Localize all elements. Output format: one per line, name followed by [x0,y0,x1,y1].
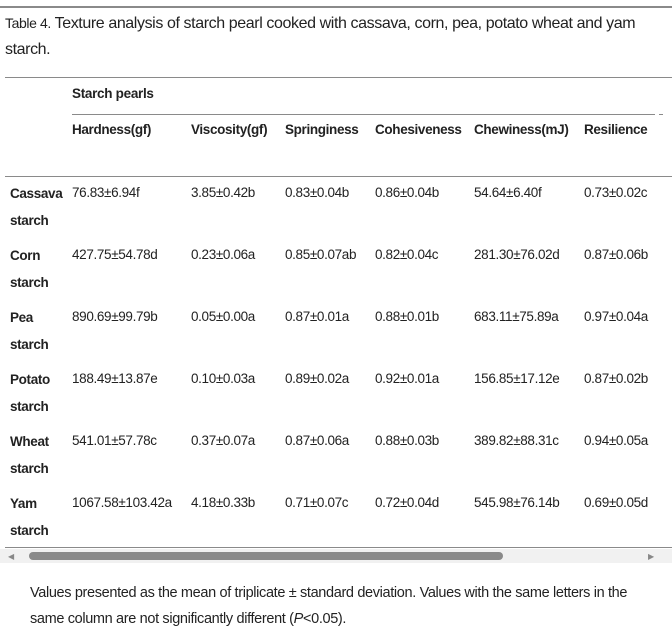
table-cell: 188.49±13.87e [72,371,158,386]
table-cell: 0.37±0.07a [191,433,255,448]
table-cell: 0.05±0.00a [191,309,255,324]
table-bottom-rule [5,547,672,548]
table-cell: 0.92±0.01a [375,371,439,386]
row-label: Corn starch [10,242,49,296]
table-top-rule [5,77,672,78]
table-cell: 0.69±0.05d [584,495,648,510]
row-label-line: starch [10,523,49,538]
table-footnote: Values presented as the mean of triplica… [30,580,660,632]
table-cell: 0.83±0.04b [285,185,349,200]
row-label-line: starch [10,337,49,352]
column-header: Resilience [584,122,648,137]
header-rule [5,176,672,177]
table-cell: 545.98±76.14b [474,495,560,510]
group-header: Starch pearls [72,86,154,101]
table-cell: 0.87±0.01a [285,309,349,324]
table-cell: 427.75±54.78d [72,247,158,262]
row-label-line: starch [10,461,49,476]
table-cell: 0.87±0.02b [584,371,648,386]
scroll-left-icon[interactable]: ◀ [8,552,15,561]
table-cell: 0.10±0.03a [191,371,255,386]
table-cell: 1067.58±103.42a [72,495,172,510]
footnote-text: Values presented as the mean of triplica… [30,585,628,627]
table-cell: 0.97±0.04a [584,309,648,324]
table-cell: 0.82±0.04c [375,247,439,262]
row-label-line: Pea [10,310,33,325]
table-cell: 281.30±76.02d [474,247,560,262]
row-label: Wheat starch [10,428,49,482]
column-header: Springiness [285,122,359,137]
column-header: Hardness(gf) [72,122,152,137]
row-label: Yam starch [10,490,49,544]
table-cell: 0.88±0.01b [375,309,439,324]
table-cell: 54.64±6.40f [474,185,542,200]
row-label-line: Wheat [10,434,49,449]
table-cell: 76.83±6.94f [72,185,140,200]
scroll-right-icon[interactable]: ▶ [648,552,655,561]
row-label-line: Yam [10,496,37,511]
row-label-line: Corn [10,248,41,263]
caption-label: Table 4. [5,15,51,31]
table-cell: 0.23±0.06a [191,247,255,262]
table-cell: 3.85±0.42b [191,185,255,200]
table-caption: Table 4. Texture analysis of starch pear… [5,10,670,63]
horizontal-scrollbar[interactable]: ◀ ▶ [0,549,672,563]
table-cell: 389.82±88.31c [474,433,559,448]
footnote-text-end: <0.05). [302,611,347,627]
table-cell: 890.69±99.79b [72,309,158,324]
table-cell: 0.72±0.04d [375,495,439,510]
row-label: Cassava starch [10,180,63,234]
row-label-line: Cassava [10,186,63,201]
table-cell: 0.87±0.06a [285,433,349,448]
table-cell: 541.01±57.78c [72,433,157,448]
table-cell: 156.85±17.12e [474,371,560,386]
footnote-p: P [293,611,304,627]
table-cell: 0.94±0.05a [584,433,648,448]
group-rule-tail [659,114,663,115]
row-label-line: Potato [10,372,50,387]
column-header: Chewiness(mJ) [474,122,569,137]
table-cell: 0.89±0.02a [285,371,349,386]
caption-text: Texture analysis of starch pearl cooked … [5,15,636,58]
row-label-line: starch [10,275,49,290]
table-cell: 4.18±0.33b [191,495,255,510]
row-label-line: starch [10,213,49,228]
column-header: Viscosity(gf) [191,122,268,137]
table-cell: 0.71±0.07c [285,495,349,510]
group-rule [72,114,655,115]
table-cell: 0.73±0.02c [584,185,648,200]
table-cell: 0.88±0.03b [375,433,439,448]
table-cell: 0.86±0.04b [375,185,439,200]
table-cell: 0.87±0.06b [584,247,648,262]
top-rule [0,6,672,8]
row-label-line: starch [10,399,49,414]
column-header: Cohesiveness [375,122,462,137]
table-cell: 0.85±0.07ab [285,247,357,262]
scrollbar-thumb[interactable] [29,552,503,560]
row-label: Pea starch [10,304,49,358]
table-cell: 683.11±75.89a [474,309,559,324]
row-label: Potato starch [10,366,50,420]
